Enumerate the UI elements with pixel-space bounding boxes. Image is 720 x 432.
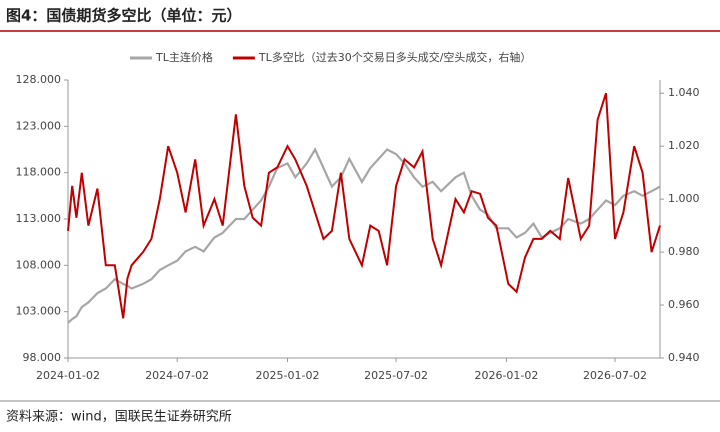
- x-tick-label: 2024-01-02: [36, 369, 100, 382]
- series-line: [67, 92, 661, 319]
- legend-label: TL多空比（过去30个交易日多头成交/空头成交，右轴）: [258, 50, 532, 64]
- legend-label: TL主连价格: [155, 50, 213, 64]
- y-tick-label: 118.000: [16, 166, 62, 179]
- x-tick-label: 2026-01-02: [474, 369, 538, 382]
- y2-tick-label: 1.020: [668, 139, 700, 152]
- y2-tick-label: 0.980: [668, 245, 700, 258]
- y2-tick-label: 0.960: [668, 298, 700, 311]
- y-tick-label: 108.000: [16, 258, 62, 271]
- y2-tick-label: 0.940: [668, 351, 700, 364]
- y-tick-label: 128.000: [16, 73, 62, 86]
- y-tick-label: 113.000: [16, 212, 62, 225]
- x-tick-label: 2026-07-02: [583, 369, 647, 382]
- y-tick-label: 123.000: [16, 119, 62, 132]
- series-line: [67, 147, 661, 324]
- y-tick-label: 98.000: [23, 351, 62, 364]
- x-tick-label: 2024-07-02: [145, 369, 209, 382]
- chart-title: 图4：国债期货多空比（单位：元）: [6, 7, 241, 25]
- x-tick-label: 2025-01-02: [256, 369, 320, 382]
- y-tick-label: 103.000: [16, 305, 62, 318]
- source: 资料来源：wind，国联民生证券研究所: [6, 409, 232, 425]
- x-tick-label: 2025-07-02: [364, 369, 428, 382]
- y2-tick-label: 1.000: [668, 192, 700, 205]
- y2-tick-label: 1.040: [668, 86, 700, 99]
